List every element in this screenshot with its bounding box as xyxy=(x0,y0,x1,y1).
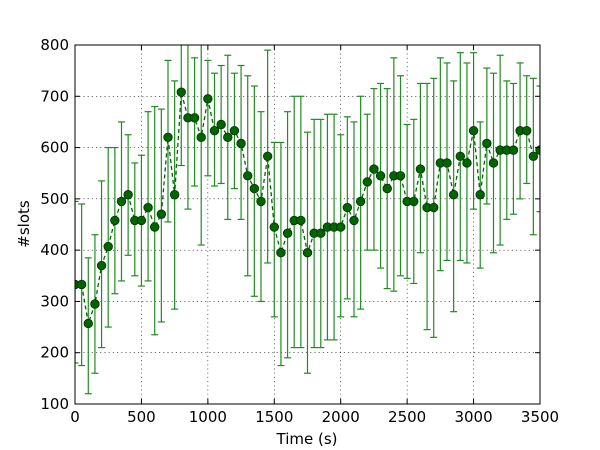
x-tick-label: 1000 xyxy=(189,408,227,426)
data-point xyxy=(468,125,479,136)
data-point xyxy=(156,209,167,219)
data-point xyxy=(382,183,392,194)
data-point xyxy=(276,248,286,258)
data-point xyxy=(336,222,346,232)
x-tick-label: 3500 xyxy=(521,408,559,426)
data-point xyxy=(455,151,465,161)
y-tick-label: 400 xyxy=(40,241,69,259)
data-point xyxy=(395,171,406,181)
data-point xyxy=(203,94,213,104)
y-tick-label: 100 xyxy=(40,395,69,413)
y-axis-label: #slots xyxy=(15,200,33,248)
data-point xyxy=(448,190,459,200)
data-point xyxy=(176,87,186,97)
error-bar xyxy=(483,67,491,205)
error-bar xyxy=(257,111,265,303)
data-point xyxy=(249,183,260,194)
y-tick-label: 800 xyxy=(40,36,69,54)
x-tick-label: 2000 xyxy=(322,408,360,426)
x-tick-label: 1500 xyxy=(255,408,293,426)
data-point xyxy=(223,132,233,143)
data-point xyxy=(282,228,293,238)
data-point xyxy=(136,215,147,226)
data-point xyxy=(243,171,253,181)
error-bar xyxy=(536,85,540,213)
error-bar xyxy=(75,200,79,364)
data-point xyxy=(369,164,379,174)
x-tick-label: 3000 xyxy=(454,408,492,426)
data-point xyxy=(475,190,485,200)
data-point xyxy=(143,202,153,213)
data-point xyxy=(256,196,266,207)
error-bar xyxy=(197,45,205,246)
data-point xyxy=(262,151,273,161)
data-point xyxy=(196,132,206,143)
data-point xyxy=(508,145,519,155)
data-point xyxy=(482,138,492,149)
data-point xyxy=(355,196,366,207)
y-tick-label: 600 xyxy=(40,139,69,157)
x-axis-label: Time (s) xyxy=(276,430,338,448)
data-point xyxy=(429,202,439,213)
data-point xyxy=(150,222,160,232)
x-tick-label: 2500 xyxy=(388,408,426,426)
data-point xyxy=(116,196,127,207)
plot-frame xyxy=(74,44,541,405)
data-point xyxy=(216,119,226,130)
data-point xyxy=(302,248,313,258)
data-point xyxy=(209,125,220,136)
data-point xyxy=(96,260,107,271)
error-bar xyxy=(144,111,152,282)
data-point xyxy=(236,138,246,149)
data-point xyxy=(528,151,539,161)
data-point xyxy=(409,196,419,207)
error-bar xyxy=(151,105,159,336)
data-point xyxy=(189,113,200,123)
data-point xyxy=(342,202,353,213)
data-point xyxy=(349,215,359,226)
y-tick-label: 200 xyxy=(40,344,69,362)
data-point xyxy=(123,190,133,200)
x-tick-label: 500 xyxy=(127,408,156,426)
data-point xyxy=(316,228,326,238)
data-point xyxy=(229,125,240,136)
y-tick-label: 300 xyxy=(40,292,69,310)
data-point xyxy=(163,132,173,143)
data-point xyxy=(103,241,113,252)
y-tick-label: 500 xyxy=(40,190,69,208)
y-tick-label: 700 xyxy=(40,87,69,105)
data-point xyxy=(269,222,279,232)
data-point xyxy=(76,279,87,290)
data-layer xyxy=(75,45,540,395)
error-bar xyxy=(204,59,212,177)
data-point xyxy=(442,158,452,168)
axis-ticks: 0 500 1000 1500 2000 2500 3000 3500 100 200 300 400… xyxy=(40,36,559,426)
data-point xyxy=(522,125,532,136)
data-point xyxy=(462,158,472,168)
data-point xyxy=(90,299,100,309)
error-bar xyxy=(104,146,112,328)
data-point xyxy=(375,171,386,181)
x-tick-label: 0 xyxy=(70,408,80,426)
data-point xyxy=(296,215,306,226)
data-point xyxy=(110,215,120,226)
data-point xyxy=(83,318,93,329)
gridlines xyxy=(75,45,540,404)
data-point xyxy=(362,177,372,187)
data-point xyxy=(169,190,180,200)
data-point xyxy=(488,158,499,168)
data-point xyxy=(415,164,426,174)
